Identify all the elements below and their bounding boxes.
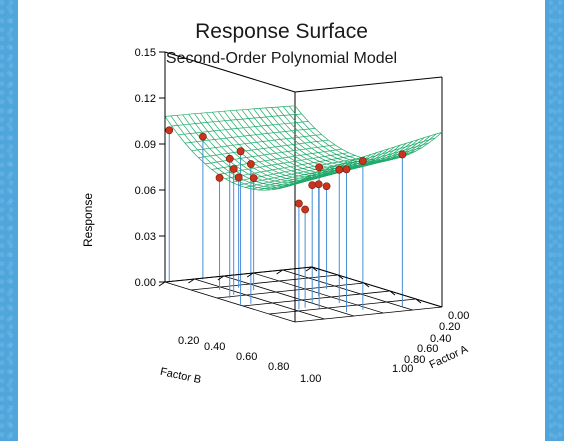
factor-b-tick — [363, 282, 370, 288]
data-point — [234, 173, 243, 182]
z-tick-label: 0.09 — [135, 139, 156, 151]
floor-gridline — [282, 269, 413, 311]
factor-a-tick — [158, 281, 166, 287]
z-tick-label: 0.03 — [135, 231, 156, 243]
factor-b-tick-label: 1.00 — [300, 373, 321, 385]
chart-subtitle: Second-Order Polynomial Model — [165, 50, 398, 67]
data-point — [198, 132, 207, 141]
floor-gridline — [194, 278, 325, 320]
surface-mesh-line — [305, 137, 436, 179]
z-tick-label: 0.15 — [135, 47, 156, 59]
factor-a-tick-label: 0.80 — [404, 354, 425, 366]
data-point — [301, 205, 310, 214]
data-point — [165, 126, 174, 135]
z-axis-label: Response — [81, 193, 95, 247]
floor-gridline — [223, 275, 354, 317]
factor-b-tick-label: 0.60 — [236, 351, 257, 363]
surface-mesh-line — [311, 131, 443, 174]
data-point — [246, 160, 255, 168]
plot-walls — [164, 51, 443, 322]
factor-a-tick-label: 1.00 — [392, 363, 413, 375]
data-points — [165, 126, 407, 214]
data-point — [315, 163, 324, 172]
factor-a-tick — [188, 278, 195, 284]
floor-gridline — [164, 281, 296, 323]
factor-b-tick — [337, 274, 344, 280]
response-surface-plot: 0.000.030.060.090.120.150.000.200.400.60… — [81, 47, 470, 386]
surface-mesh-line — [182, 114, 330, 187]
factor-b-tick — [389, 290, 396, 296]
top-right-edge — [294, 76, 443, 93]
data-point — [322, 182, 331, 191]
z-tick-label: 0.06 — [135, 185, 156, 197]
factor-a-tick-label: 0.40 — [430, 333, 451, 345]
surface-mesh-line — [288, 105, 437, 162]
chart-title: Response Surface — [195, 20, 368, 43]
factor-a-tick — [246, 272, 254, 278]
surface-mesh-line — [188, 113, 336, 185]
data-point — [398, 150, 407, 159]
floor-gridline — [190, 274, 339, 291]
data-point — [358, 157, 367, 165]
factor-a-tick — [276, 269, 283, 275]
data-point — [225, 154, 234, 163]
data-point — [215, 173, 224, 182]
surface-mesh-line — [164, 116, 313, 191]
surface-mesh-line — [259, 108, 407, 169]
floor-gridline — [242, 290, 391, 307]
chart-panel: Response Surface Second-Order Polynomial… — [18, 0, 545, 441]
data-point — [295, 199, 303, 208]
z-tick-label: 0.12 — [135, 93, 156, 105]
axes: 0.000.030.060.090.120.150.000.200.400.60… — [135, 47, 470, 385]
data-point — [236, 147, 245, 156]
surface-mesh — [164, 105, 443, 191]
surface-mesh-line — [170, 115, 319, 190]
data-point — [335, 165, 344, 174]
floor-gridline — [268, 298, 417, 315]
floor-gridline — [294, 306, 443, 323]
factor-b-tick-label: 0.40 — [204, 341, 225, 353]
top-left-edge — [164, 51, 296, 93]
factor-b-tick-label: 0.80 — [268, 361, 289, 373]
data-point — [314, 180, 323, 189]
surface-mesh-line — [176, 115, 324, 188]
data-point — [342, 165, 351, 174]
factor-a-tick — [305, 266, 313, 272]
data-point — [249, 174, 258, 182]
factor-a-tick-label: 0.60 — [417, 343, 438, 355]
factor-a-tick-label: 0.20 — [439, 321, 460, 333]
y-axis-label: Factor B — [159, 366, 202, 386]
factor-a-axis-line — [311, 266, 443, 308]
factor-b-tick — [415, 298, 422, 304]
z-tick-label: 0.00 — [135, 277, 156, 289]
factor-b-tick-label: 0.20 — [178, 335, 199, 347]
data-point — [308, 181, 317, 190]
factor-a-tick-label: 0.00 — [448, 310, 469, 322]
factor-b-tick — [311, 266, 318, 272]
factor-a-tick — [217, 275, 225, 281]
factor-b-axis-line — [164, 266, 313, 283]
data-point — [229, 165, 238, 173]
